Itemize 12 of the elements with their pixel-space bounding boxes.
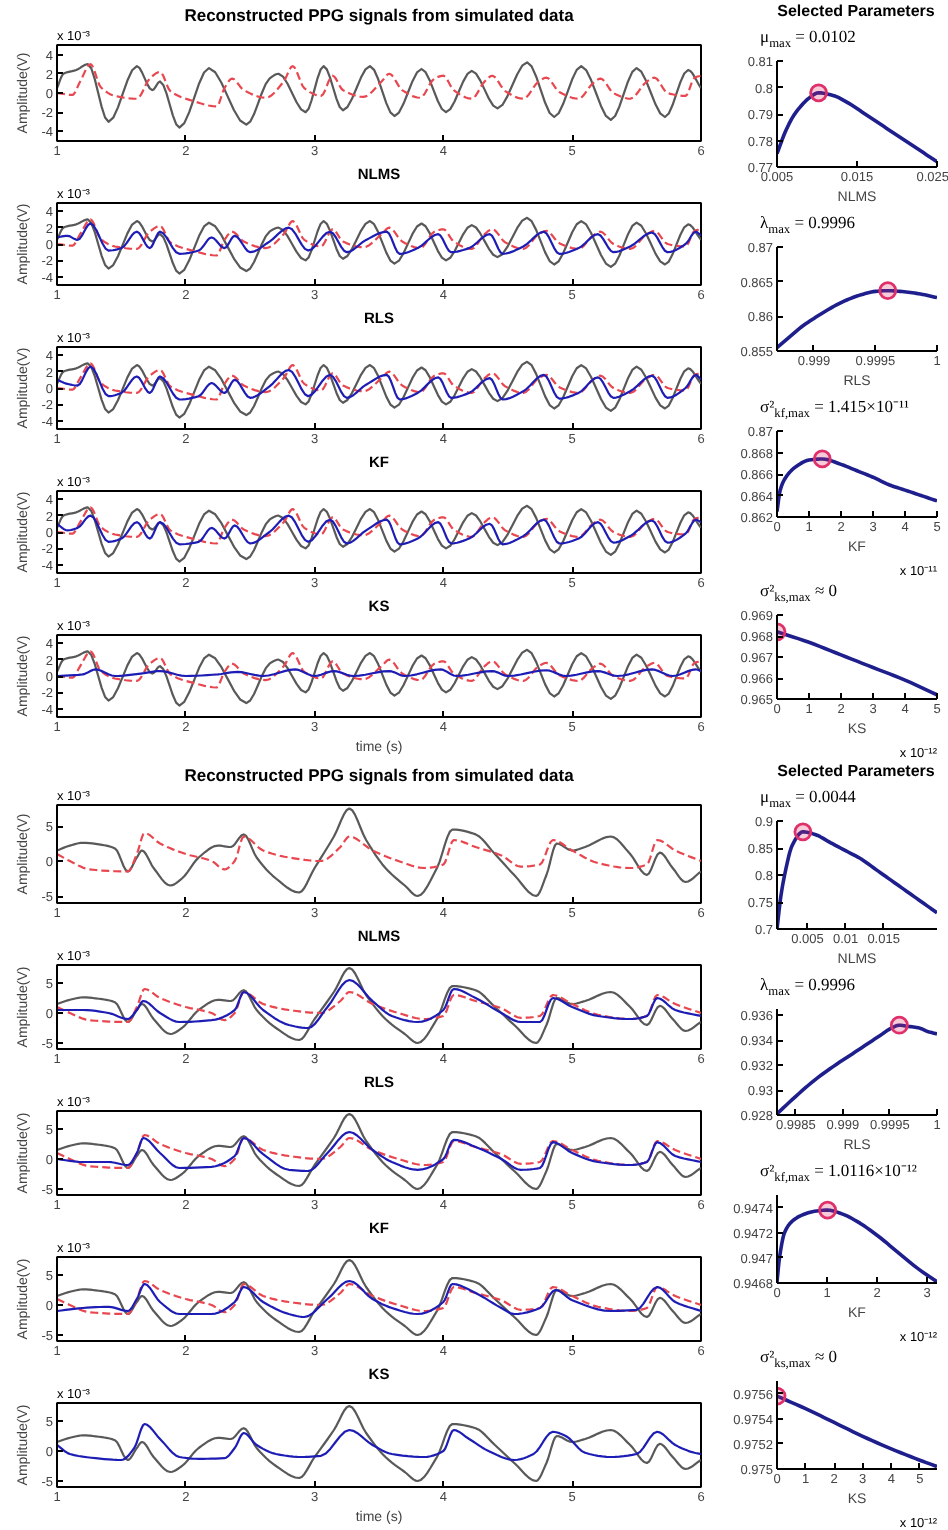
text: σ²$_{kf,max}$ = 1.415×10⁻¹¹ (760, 394, 910, 422)
chart-title: Reconstructed PPG signals from simulated data (184, 5, 575, 25)
text: σ²$_{kf,max}$ = 1.0116×10⁻¹² (760, 1158, 917, 1186)
text: μ$_{max}$ = 0.0044 (760, 784, 856, 812)
text: μ$_{max}$ = 0.0102 (760, 24, 856, 52)
chart-title: Selected Parameters (777, 760, 935, 784)
text: λ$_{max}$ = 0.9996 (760, 210, 855, 238)
text: σ²$_{ks,max}$ ≈ 0 (760, 1344, 838, 1372)
chart-title: Selected Parameters (777, 0, 935, 24)
text: σ²$_{ks,max}$ ≈ 0 (760, 578, 838, 606)
chart-title: Reconstructed PPG signals from simulated data (184, 765, 575, 785)
text: λ$_{max}$ = 0.9996 (760, 972, 855, 1000)
